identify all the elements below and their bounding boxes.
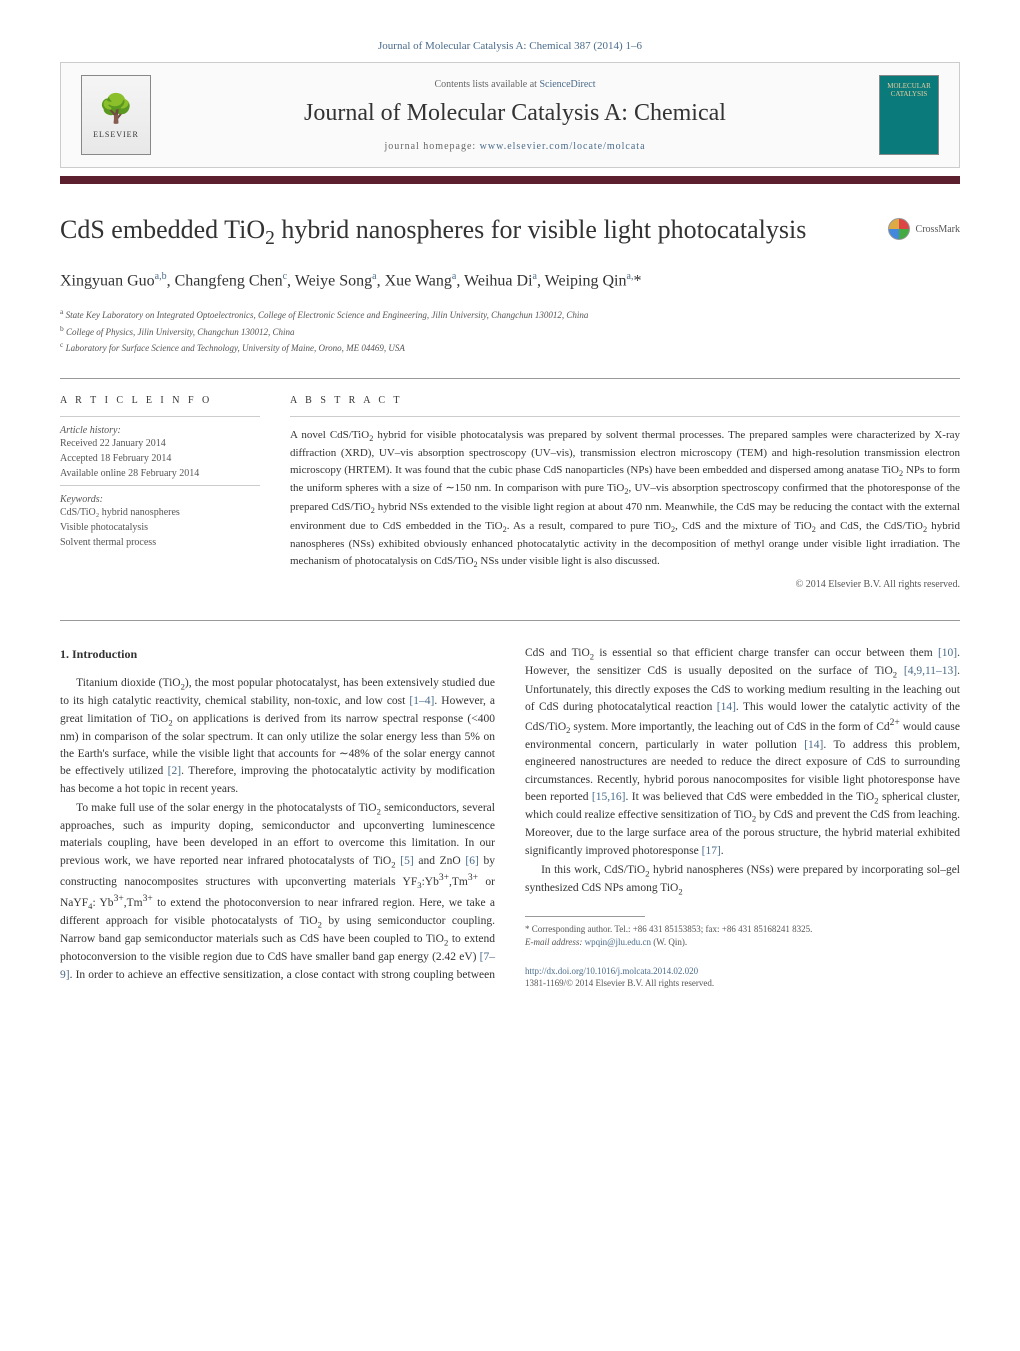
crossmark-label: CrossMark — [916, 224, 960, 235]
abstract-heading: a b s t r a c t — [290, 395, 960, 406]
keywords-label: Keywords: — [60, 494, 260, 505]
abstract-block: a b s t r a c t A novel CdS/TiO2 hybrid … — [290, 395, 960, 590]
article-title: CdS embedded TiO2 hybrid nanospheres for… — [60, 214, 960, 252]
affiliation: b College of Physics, Jilin University, … — [60, 323, 960, 340]
journal-title: Journal of Molecular Catalysis A: Chemic… — [151, 100, 879, 127]
keyword: CdS/TiO₂ hybrid nanospheres — [60, 505, 260, 520]
article-info-block: a r t i c l e i n f o Article history: R… — [60, 395, 260, 590]
body-paragraph: In this work, CdS/TiO2 hybrid nanosphere… — [525, 862, 960, 898]
journal-homepage-link[interactable]: www.elsevier.com/locate/molcata — [480, 141, 646, 152]
doi-link[interactable]: http://dx.doi.org/10.1016/j.molcata.2014… — [525, 966, 698, 976]
footnote-separator — [525, 916, 645, 917]
journal-homepage-line: journal homepage: www.elsevier.com/locat… — [151, 141, 879, 152]
authors-list: Xingyuan Guoa,b, Changfeng Chenc, Weiye … — [60, 270, 960, 293]
doi-block: http://dx.doi.org/10.1016/j.molcata.2014… — [525, 965, 960, 990]
affiliation: c Laboratory for Surface Science and Tec… — [60, 339, 960, 356]
history-label: Article history: — [60, 425, 260, 436]
article-info-heading: a r t i c l e i n f o — [60, 395, 260, 406]
journal-reference: Journal of Molecular Catalysis A: Chemic… — [60, 40, 960, 52]
homepage-prefix: journal homepage: — [384, 141, 479, 152]
divider — [60, 620, 960, 621]
elsevier-tree-icon: 🌳 — [99, 92, 134, 126]
elsevier-label: ELSEVIER — [93, 130, 139, 139]
history-item: Available online 28 February 2014 — [60, 466, 260, 481]
journal-cover-thumbnail: MOLECULAR CATALYSIS — [879, 75, 939, 155]
issn-copyright: 1381-1169/© 2014 Elsevier B.V. All right… — [525, 978, 714, 988]
body-text: 1. Introduction Titanium dioxide (TiO2),… — [60, 645, 960, 990]
body-paragraph: Titanium dioxide (TiO2), the most popula… — [60, 675, 495, 798]
abstract-copyright: © 2014 Elsevier B.V. All rights reserved… — [290, 579, 960, 590]
history-item: Accepted 18 February 2014 — [60, 451, 260, 466]
journal-header-box: 🌳 ELSEVIER Contents lists available at S… — [60, 62, 960, 168]
section-heading: 1. Introduction — [60, 645, 495, 663]
crossmark-badge[interactable]: CrossMark — [888, 218, 960, 240]
elsevier-logo: 🌳 ELSEVIER — [81, 75, 151, 155]
affiliation: a State Key Laboratory on Integrated Opt… — [60, 306, 960, 323]
contents-prefix: Contents lists available at — [434, 79, 539, 90]
keyword: Visible photocatalysis — [60, 520, 260, 535]
crossmark-icon — [888, 218, 910, 240]
sciencedirect-link[interactable]: ScienceDirect — [539, 79, 595, 90]
corresponding-author-footnote: * Corresponding author. Tel.: +86 431 85… — [525, 923, 960, 948]
divider — [60, 378, 960, 379]
keyword: Solvent thermal process — [60, 535, 260, 550]
contents-line: Contents lists available at ScienceDirec… — [151, 79, 879, 90]
history-item: Received 22 January 2014 — [60, 436, 260, 451]
accent-bar — [60, 176, 960, 184]
affiliations-block: a State Key Laboratory on Integrated Opt… — [60, 306, 960, 356]
abstract-text: A novel CdS/TiO2 hybrid for visible phot… — [290, 427, 960, 571]
